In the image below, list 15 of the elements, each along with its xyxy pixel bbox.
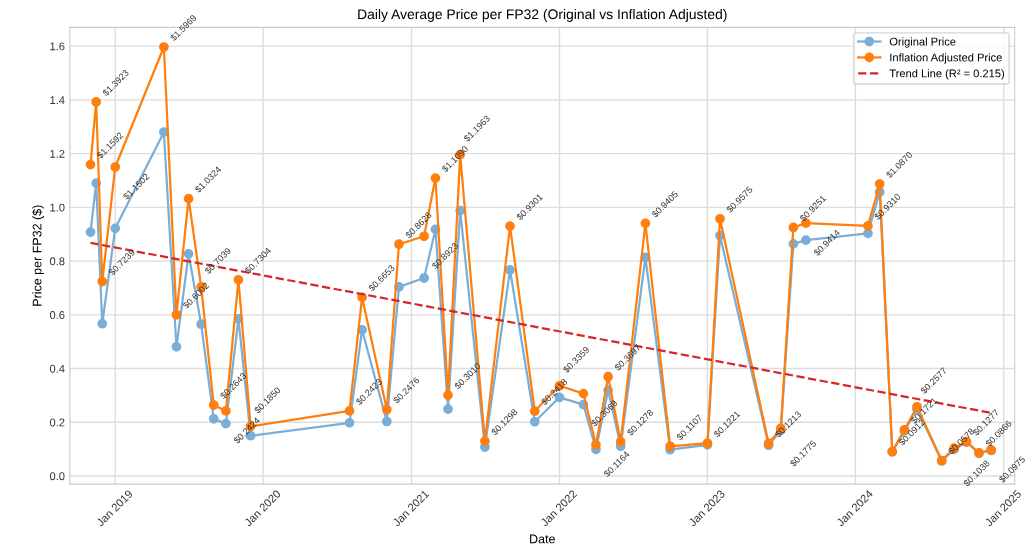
legend-label: Original Price <box>889 37 956 48</box>
legend-label: Trend Line (R² = 0.215) <box>889 69 1004 80</box>
y-tick-label: 0.4 <box>49 364 65 373</box>
y-tick-label: 0.8 <box>49 257 65 266</box>
y-axis-title: Price per FP32 ($) <box>32 205 44 306</box>
y-tick-label: 1.6 <box>50 42 65 51</box>
y-tick-label: 1.4 <box>50 96 65 104</box>
x-axis-title: Date <box>530 534 555 544</box>
y-tick-label: 0.0 <box>49 472 65 481</box>
y-tick-label: 1.2 <box>50 149 65 158</box>
y-tick-label: 1.0 <box>50 203 65 212</box>
y-tick-label: 0.2 <box>49 418 65 427</box>
chart-title: Daily Average Price per FP32 (Original vs Inflation Adjusted) <box>358 8 727 22</box>
y-tick-label: 0.6 <box>49 311 65 319</box>
legend-label: Inflation Adjusted Price <box>890 53 1002 64</box>
